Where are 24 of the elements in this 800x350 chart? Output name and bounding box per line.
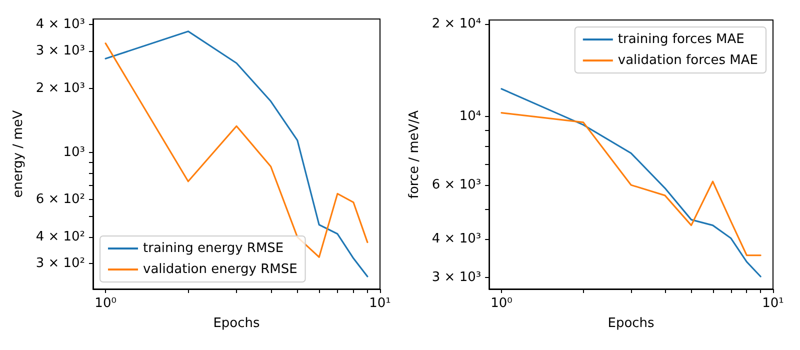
x-tick-label: 10¹ <box>762 296 784 311</box>
y-tick-label: 10³ <box>63 144 85 160</box>
legend-label: validation forces MAE <box>618 53 758 68</box>
x-axis-title: Epochs <box>213 316 260 331</box>
x-tick-label: 10¹ <box>369 296 391 311</box>
x-axis-title: Epochs <box>608 316 655 331</box>
x-tick-label: 10⁰ <box>490 296 512 311</box>
y-tick-label: 3 × 10³ <box>432 270 482 285</box>
legend-label: training forces MAE <box>618 32 744 47</box>
y-tick-label: 4 × 10² <box>36 230 85 245</box>
y-axis-title: force / meV/A <box>407 110 422 199</box>
legend-label: validation energy RMSE <box>143 262 298 277</box>
y-tick-label: 4 × 10³ <box>432 231 482 246</box>
y-tick-label: 2 × 10⁴ <box>432 16 482 32</box>
y-tick-label: 6 × 10² <box>36 192 85 208</box>
y-tick-label: 4 × 10³ <box>36 16 85 32</box>
y-tick-label: 6 × 10³ <box>432 177 482 192</box>
legend-label: training energy RMSE <box>143 241 284 256</box>
y-tick-label: 2 × 10³ <box>36 80 85 96</box>
x-tick-label: 10⁰ <box>94 296 116 311</box>
y-tick-label: 3 × 10² <box>36 256 85 272</box>
y-tick-label: 3 × 10³ <box>36 43 85 58</box>
y-tick-label: 10⁴ <box>459 109 482 124</box>
y-axis-title: energy / meV <box>10 110 26 198</box>
